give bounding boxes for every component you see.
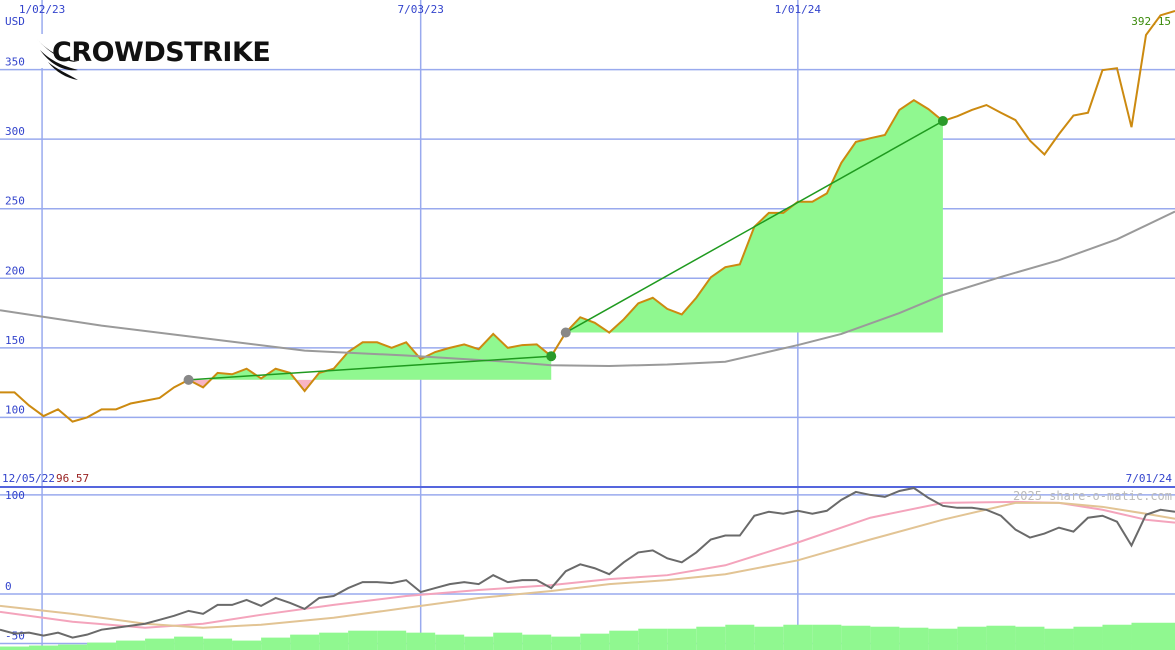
volume-bar: [986, 625, 1016, 650]
volume-bar: [1131, 622, 1161, 650]
series-line: [0, 501, 1175, 629]
volume-bar: [232, 640, 262, 650]
start-date-label: 12/05/22: [2, 472, 55, 485]
end-date-label: 7/01/24: [1126, 472, 1173, 485]
trade-entry: [560, 327, 571, 338]
volume-bar: [174, 636, 204, 650]
volume-bar: [1160, 622, 1175, 650]
trade-gain-fill: [565, 100, 943, 333]
volume-bar: [1073, 626, 1103, 650]
volume-bar: [493, 632, 523, 650]
foreground-layer: 100 150 200 250 300 350 1/02/23 7/03/23 1/01/24 U…: [0, 3, 1175, 650]
volume-bar: [580, 633, 610, 650]
series-line: [0, 210, 1175, 367]
y-tick-label: 150: [5, 334, 25, 347]
volume-bar: [464, 636, 494, 650]
series-line: [0, 486, 1175, 639]
trade-line: [565, 120, 944, 334]
volume-bar: [58, 644, 88, 650]
x-tick-label: 1/01/24: [775, 3, 822, 16]
volume-bar: [145, 638, 175, 650]
volume-bar: [1102, 624, 1132, 650]
volume-bar: [754, 626, 784, 650]
y-tick-label: 100: [5, 489, 25, 502]
volume-bar: [377, 630, 407, 650]
y-tick-label: 100: [5, 403, 25, 416]
watermark: 2025 share-o-matic.com: [1013, 489, 1172, 503]
volume-bar: [870, 626, 900, 650]
x-tick-label: 7/03/23: [397, 3, 443, 16]
volume-bar: [319, 632, 349, 650]
volume-bar: [87, 642, 117, 650]
volume-bar: [812, 624, 842, 650]
volume-bar: [841, 625, 871, 650]
y-tick-label: 250: [5, 195, 25, 208]
volume-bar: [667, 628, 697, 650]
trade-entry: [183, 374, 194, 385]
y-tick-label: 200: [5, 264, 25, 277]
volume-bar: [783, 624, 813, 650]
volume-bar: [609, 630, 639, 650]
volume-bar: [348, 630, 378, 650]
volume-bar: [522, 634, 552, 650]
volume-bar: [1015, 626, 1045, 650]
volume-bar: [696, 626, 726, 650]
volume-bar: [1044, 628, 1074, 650]
volume-bar: [116, 640, 146, 650]
volume-bar: [928, 628, 958, 650]
volume-bar: [638, 628, 668, 650]
trade-line: [188, 355, 552, 381]
logo-backdrop: [30, 34, 292, 68]
volume-bar: [290, 634, 320, 650]
volume-bar: [203, 638, 233, 650]
volume-bar: [725, 624, 755, 650]
volume-bar: [899, 627, 929, 650]
last-value-label: 392.15: [1131, 15, 1171, 28]
current-value-label: 96.57: [56, 472, 89, 485]
logo-icon: [36, 38, 78, 80]
x-tick-label: 1/02/23: [19, 3, 65, 16]
series-line: [0, 9, 1175, 423]
volume-bar: [551, 636, 581, 650]
volume-bar: [0, 646, 30, 650]
trade-exit: [937, 116, 948, 127]
trade-exit: [546, 351, 557, 362]
y-axis-label: USD: [5, 15, 25, 28]
volume-bar: [261, 637, 291, 650]
y-tick-label: 300: [5, 125, 25, 138]
volume-bar: [435, 634, 465, 650]
y-tick-label: 350: [5, 56, 25, 69]
logo-text: CROWDSTRIKE: [52, 37, 270, 68]
series-line: [0, 500, 1175, 629]
y-tick-label: 0: [5, 580, 12, 593]
volume-bar: [29, 645, 59, 650]
volume-bar: [406, 632, 436, 650]
volume-bar: [957, 626, 987, 650]
